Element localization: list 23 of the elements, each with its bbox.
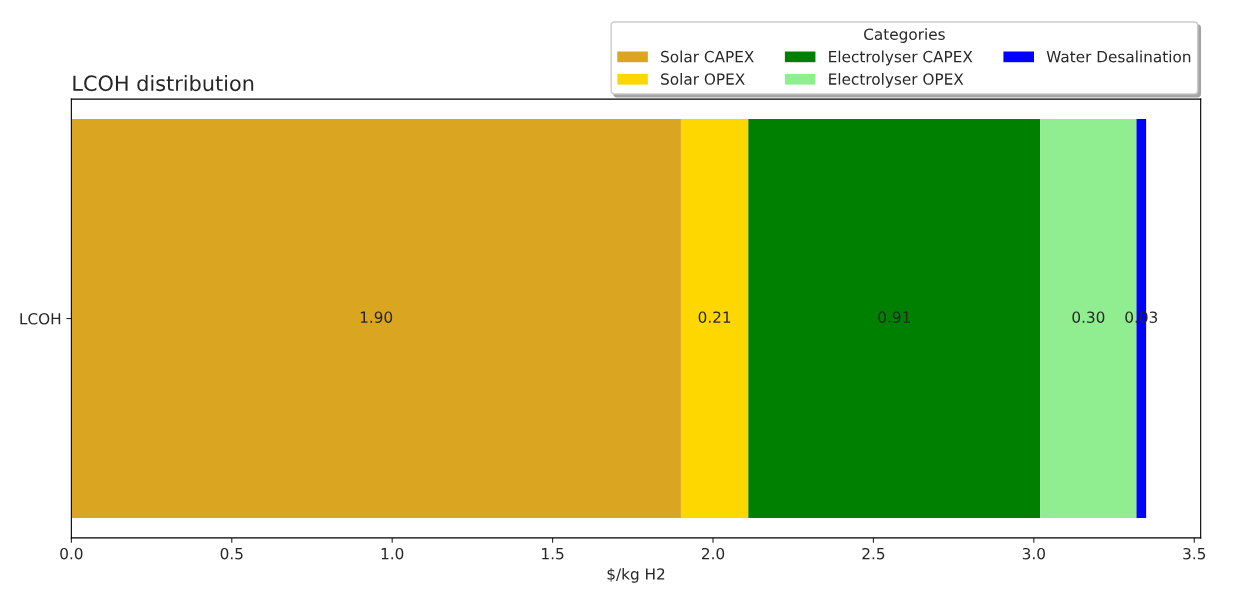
legend-label: Water Desalination [1046,50,1191,63]
x-axis-title: $/kg H2 [607,567,665,583]
data-label: 1.90 [360,311,393,323]
legend-label: Electrolyser OPEX [829,73,964,88]
x-tick-label: 1.5 [542,548,564,560]
data-label: 0.30 [1072,311,1105,323]
data-label: 0.21 [698,311,731,323]
legend-label: Solar OPEX [661,73,745,85]
x-tick-label: 2.5 [862,547,885,560]
x-tick-label: 1.0 [381,547,404,560]
y-tick-label: LCOH [20,313,61,325]
x-tick-label: 0.0 [60,547,83,560]
x-tick-label: 3.0 [1022,547,1045,560]
chart-title: LCOH distribution [73,75,254,92]
bar [680,119,749,518]
x-tick-label: 3.5 [1183,547,1206,560]
legend-label: Electrolyser CAPEX [829,50,973,66]
legend-title: Categories [864,28,945,43]
data-label: 0.91 [878,311,910,323]
bar [748,119,1041,518]
x-tick-label: 0.5 [220,547,243,560]
legend-label: Solar CAPEX [661,50,754,63]
x-tick-label: 2.0 [701,547,725,560]
